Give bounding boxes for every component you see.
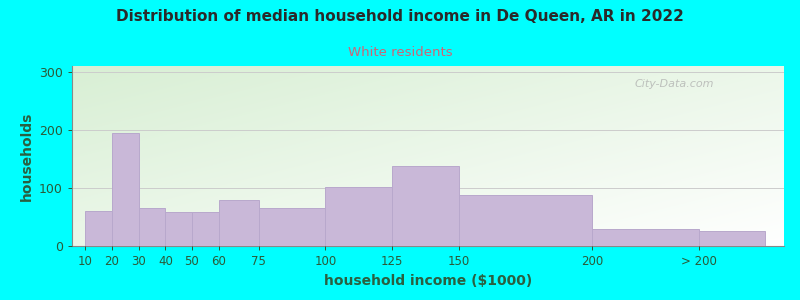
- X-axis label: household income ($1000): household income ($1000): [324, 274, 532, 288]
- Bar: [698, 232, 766, 246]
- Bar: [192, 212, 218, 246]
- Bar: [218, 200, 258, 246]
- Bar: [326, 187, 392, 246]
- Text: White residents: White residents: [348, 46, 452, 59]
- Bar: [86, 211, 112, 246]
- Bar: [138, 208, 166, 246]
- Text: City-Data.com: City-Data.com: [634, 79, 714, 88]
- Bar: [392, 167, 458, 246]
- Bar: [458, 196, 592, 246]
- Text: Distribution of median household income in De Queen, AR in 2022: Distribution of median household income …: [116, 9, 684, 24]
- Y-axis label: households: households: [19, 111, 34, 201]
- Bar: [258, 208, 326, 246]
- Bar: [166, 212, 192, 246]
- Bar: [112, 133, 138, 246]
- Bar: [592, 229, 698, 246]
